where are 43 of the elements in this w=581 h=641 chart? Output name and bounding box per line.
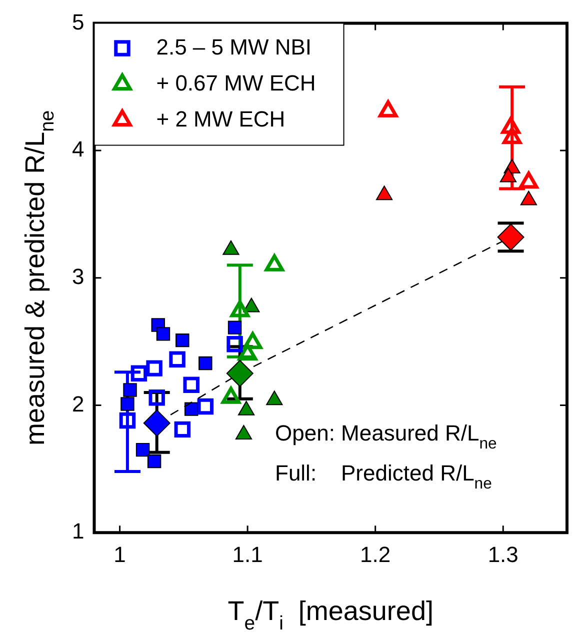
point: [378, 100, 398, 118]
x-tick-label: 1.2: [360, 542, 391, 567]
x-tick-label: 1.1: [232, 542, 263, 567]
point: [264, 254, 284, 272]
point: [169, 351, 186, 368]
point: [500, 168, 517, 182]
point: [119, 412, 136, 429]
y-tick-label: 2: [72, 391, 84, 416]
point: [226, 336, 243, 352]
point: [197, 398, 214, 415]
point: [376, 186, 393, 200]
y-tick-label: 5: [72, 9, 84, 34]
point: [136, 442, 150, 457]
point: [156, 327, 170, 341]
point: [222, 240, 240, 255]
point: [184, 402, 198, 416]
point: [230, 300, 250, 318]
y-tick-label: 1: [72, 518, 84, 544]
point: [243, 298, 260, 312]
point: [130, 365, 148, 382]
point: [228, 320, 242, 334]
x-tick-label: 1: [114, 542, 126, 567]
point: [147, 454, 162, 468]
point: [520, 190, 537, 206]
point: [123, 383, 137, 397]
legend-label: 2.5 – 5 MW NBI: [156, 34, 312, 60]
point: [183, 376, 200, 393]
point: [519, 172, 538, 189]
point: [176, 333, 190, 348]
point: [198, 356, 212, 370]
point: [501, 116, 520, 134]
y-tick-label: 3: [72, 264, 84, 289]
x-tick-label: 1.3: [488, 542, 518, 567]
point: [148, 389, 165, 406]
point: [120, 397, 134, 411]
point: [243, 332, 262, 350]
legend-label: + 0.67 MW ECH: [156, 70, 316, 96]
legend-label: + 2 MW ECH: [156, 106, 286, 132]
y-tick-label: 4: [72, 136, 84, 162]
point: [502, 127, 522, 144]
point: [146, 360, 162, 376]
y-axis-title: measured & predicted R/Lne: [20, 110, 58, 446]
point: [174, 421, 191, 438]
